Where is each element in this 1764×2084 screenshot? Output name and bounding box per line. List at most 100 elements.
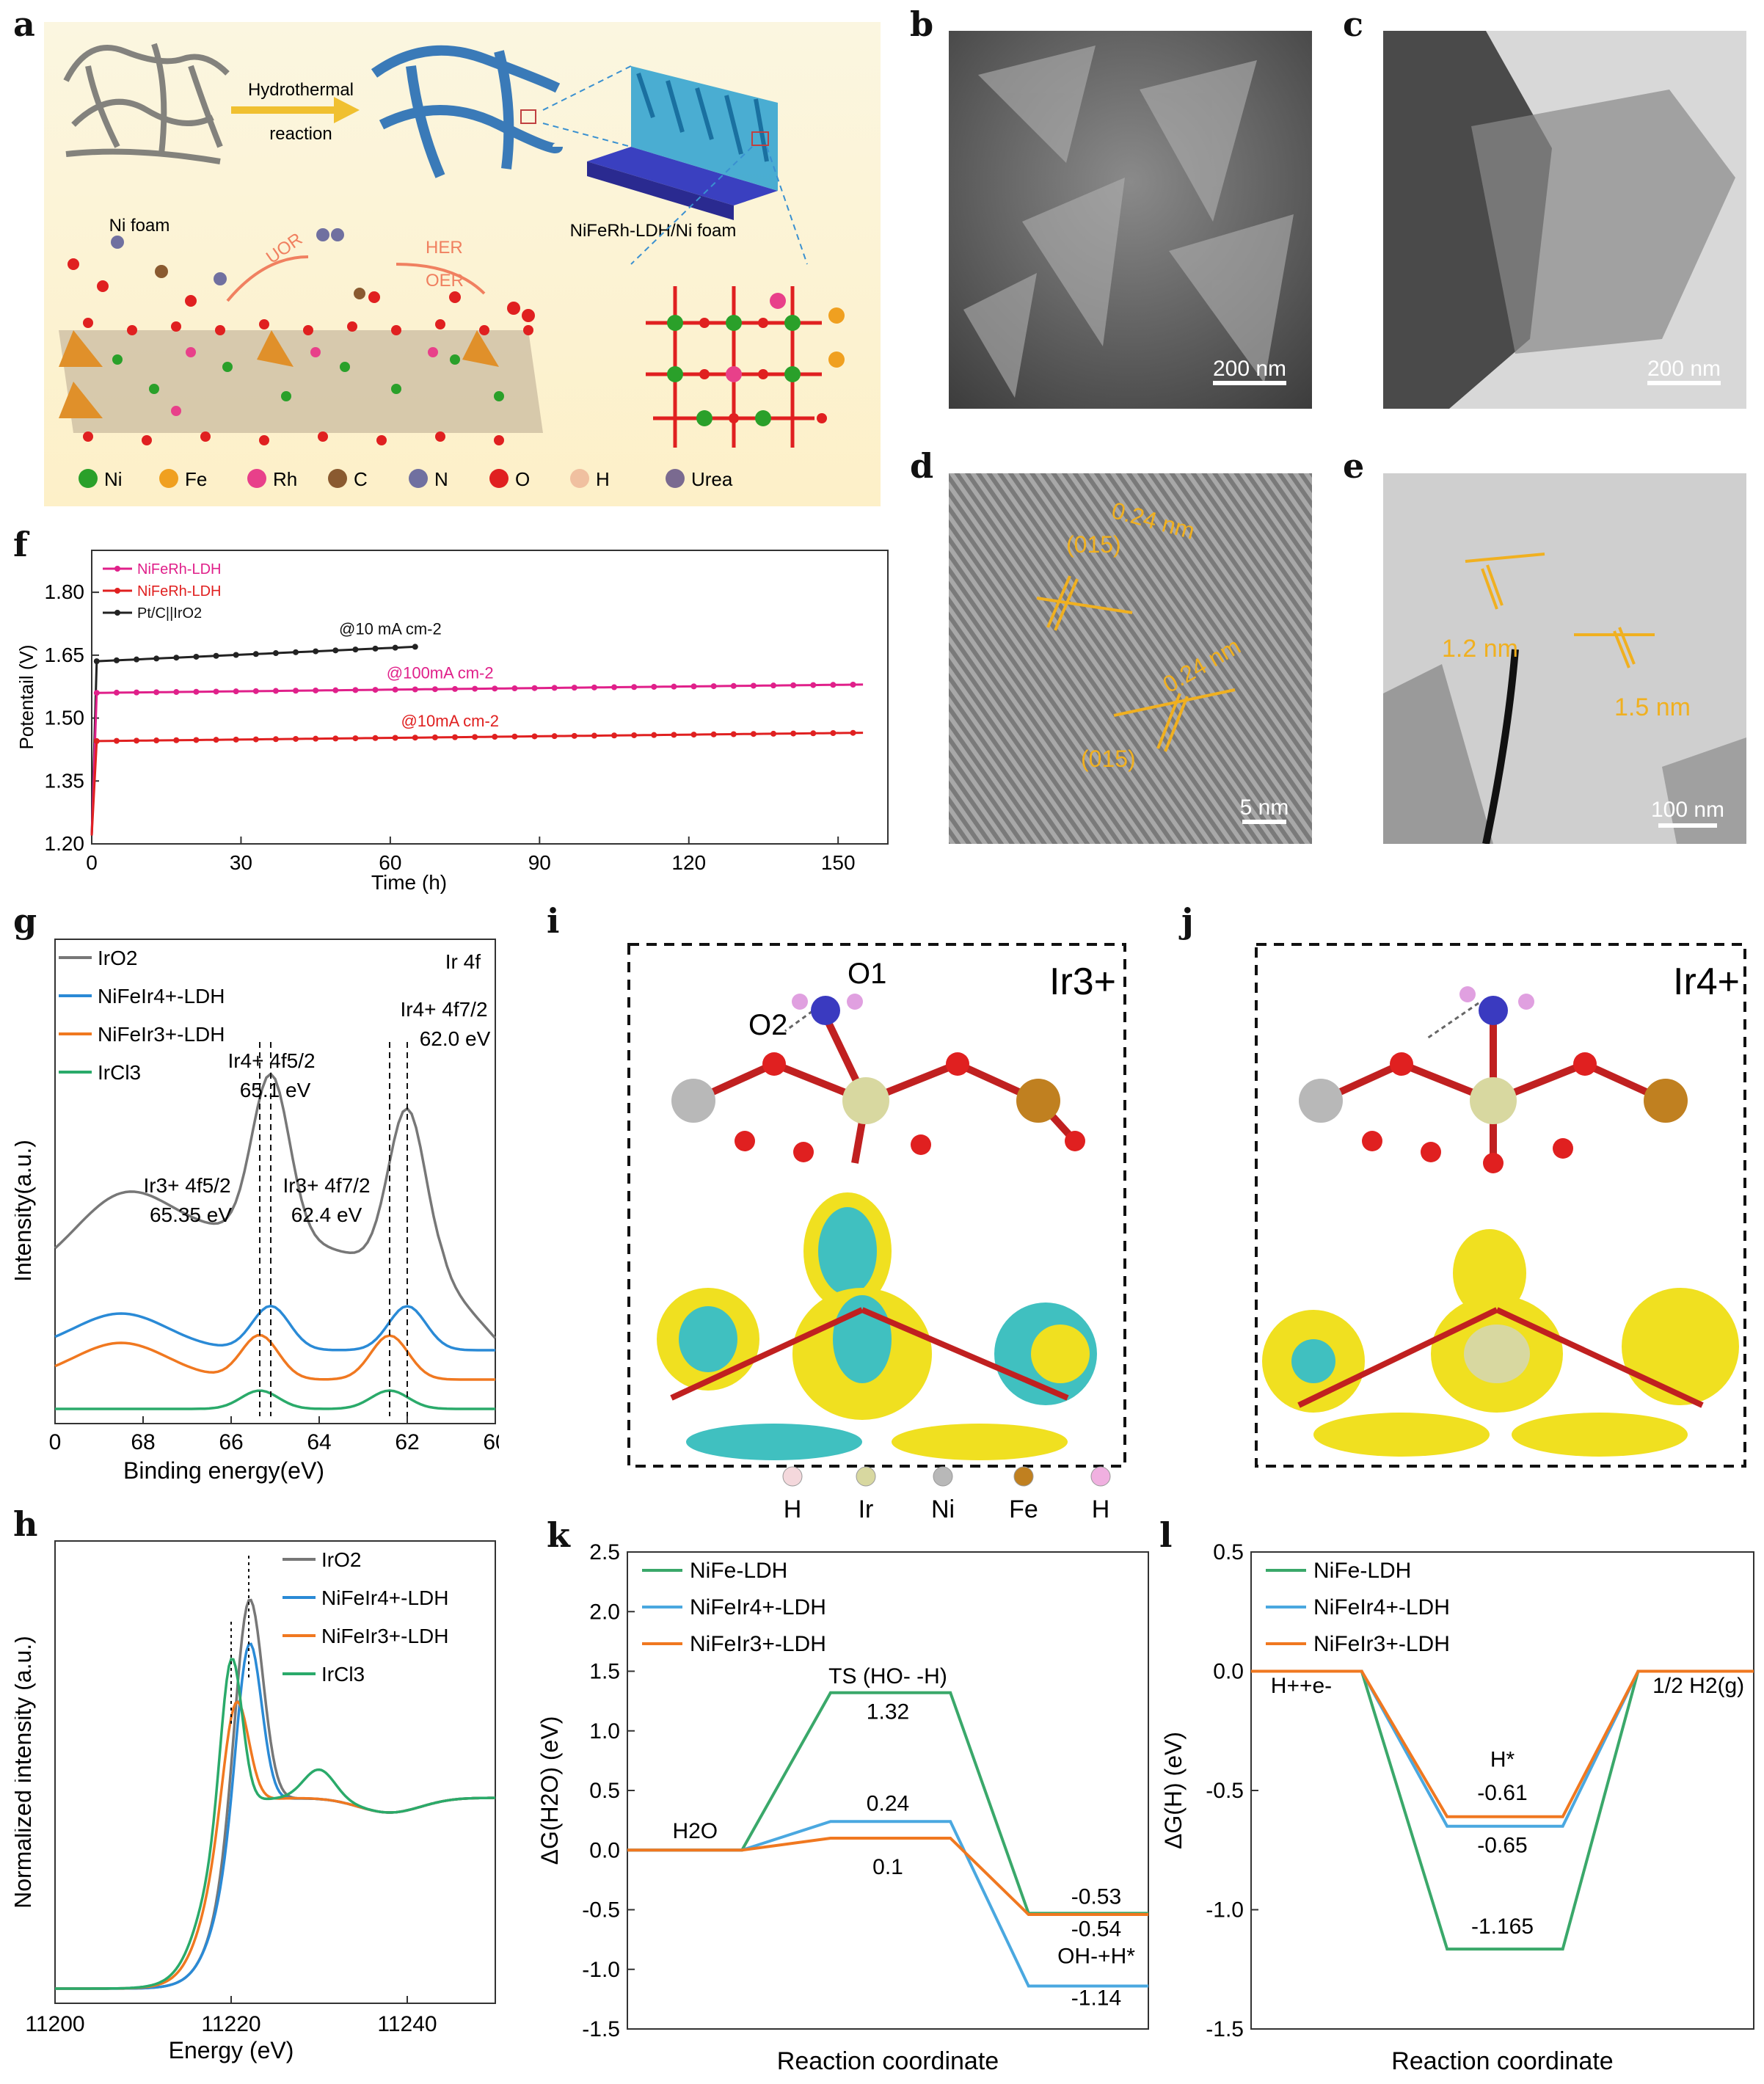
data-point — [272, 736, 279, 743]
tem-image-c: 200 nm — [1383, 31, 1746, 409]
data-point — [591, 732, 597, 739]
panel-letter-g: g — [13, 901, 37, 941]
legend-swatch-c — [328, 469, 347, 488]
data-point — [511, 685, 518, 692]
ir4-title: Ir4+ — [1673, 961, 1740, 1003]
chart-f: 0 30 60 90 120 150 1.20 1.35 1.50 1.65 1.80 Time (h… — [15, 539, 895, 899]
data-point — [551, 685, 558, 691]
data-point — [113, 689, 120, 696]
data-point — [293, 688, 299, 694]
x-axis-label: Reaction coordinate — [777, 2047, 999, 2075]
d-plane-label-2: (015) — [1081, 746, 1136, 772]
data-point — [531, 685, 538, 691]
data-point — [412, 644, 418, 650]
atom-legend: H Ir Ni Fe H — [763, 1460, 1145, 1526]
x-axis-label: Time (h) — [371, 871, 447, 894]
x-tick-label: 68 — [131, 1430, 155, 1454]
data-point — [431, 686, 438, 693]
ni-foam-illustration — [63, 43, 230, 164]
legend-text: NiFe-LDH — [690, 1559, 787, 1583]
data-point — [233, 652, 239, 658]
o2-label: O2 — [748, 1009, 787, 1041]
x-axis-label: Reaction coordinate — [1391, 2047, 1613, 2075]
data-point — [472, 685, 478, 692]
data-point — [372, 687, 379, 693]
ni-foam-label: Ni foam — [109, 216, 170, 236]
data-point — [830, 682, 837, 688]
data-point — [313, 648, 319, 655]
peak-label: 62.0 eV — [420, 1027, 491, 1050]
series-line-2 — [90, 732, 864, 836]
series-line-1 — [54, 1304, 495, 1352]
data-point — [153, 655, 160, 662]
legend-text: IrCl3 — [321, 1663, 365, 1686]
series-line-2 — [54, 1333, 495, 1381]
value-label: 1.32 — [867, 1700, 909, 1724]
sem-image-b: 200 nm — [949, 31, 1312, 409]
y-tick-label: 1.50 — [45, 707, 85, 729]
legend-label-o: O — [515, 468, 530, 490]
data-point — [810, 682, 817, 688]
y-tick-label: 0.5 — [1213, 1540, 1244, 1564]
y-tick-label: 1.0 — [589, 1719, 620, 1744]
legend-text: NiFeIr4+-LDH — [98, 985, 225, 1008]
y-tick-label: 0.5 — [589, 1779, 620, 1803]
data-point — [611, 732, 618, 739]
data-point — [730, 682, 737, 689]
chart-h: 11200 11220 11240 Energy (eV) Normalized int… — [10, 1526, 499, 2077]
legend-marker — [114, 588, 120, 594]
y-tick-label: 1.5 — [589, 1660, 620, 1684]
series-line-2 — [627, 1837, 1148, 1916]
peak-label: 65.35 eV — [150, 1203, 232, 1226]
data-point — [372, 645, 379, 652]
data-point — [252, 736, 259, 743]
peak-label: 62.4 eV — [291, 1203, 362, 1226]
data-point — [153, 737, 160, 744]
y-tick-label: 1.35 — [45, 769, 85, 792]
y-tick-label: -1.5 — [582, 2017, 620, 2041]
data-point — [412, 686, 418, 693]
atom-label-2: Ni — [931, 1495, 955, 1523]
data-point — [272, 650, 279, 657]
value-label: -0.61 — [1477, 1781, 1527, 1805]
data-point — [113, 657, 120, 663]
annotation: @10mA cm-2 — [401, 712, 499, 730]
data-point — [850, 729, 856, 736]
reaction-label: reaction — [269, 124, 332, 144]
data-point — [810, 730, 817, 737]
atom-swatch-2 — [933, 1466, 953, 1487]
y-axis-label: Normalized intensity (a.u.) — [15, 1636, 36, 1909]
data-point — [332, 687, 339, 693]
value-label: -0.53 — [1071, 1884, 1121, 1909]
panel-letter-h: h — [13, 1504, 38, 1544]
x-axis-label: Binding energy(eV) — [123, 1457, 324, 1484]
legend-swatch-urea — [666, 469, 685, 488]
legend-text: NiFeIr3+-LDH — [321, 1625, 448, 1647]
charge-density-isosurface — [657, 1192, 1097, 1460]
peak-label: Ir4+ 4f5/2 — [227, 1049, 315, 1072]
data-point — [591, 684, 597, 691]
nanosheet-array-illustration — [587, 66, 778, 220]
data-point — [93, 690, 100, 696]
chart-title: Ir 4f — [445, 950, 481, 973]
legend-label-n: N — [434, 468, 448, 490]
x-tick-label: 120 — [671, 851, 706, 874]
atom-label-1: Ir — [859, 1495, 874, 1523]
product-label: NiFeRh-LDH/Ni foam — [570, 221, 737, 241]
data-point — [770, 730, 777, 737]
data-point — [431, 734, 438, 740]
data-point — [313, 735, 319, 742]
state-label: OH-+H* — [1057, 1945, 1135, 1969]
x-tick-label: 60 — [379, 851, 401, 874]
legend-text: Pt/C||IrO2 — [137, 605, 202, 622]
chart-g: 0 68 66 64 62 60 Binding energy(eV) Intensity(a… — [10, 925, 508, 1497]
data-point — [293, 649, 299, 655]
data-point — [293, 735, 299, 742]
data-point — [332, 735, 339, 742]
series-line-1 — [90, 683, 864, 836]
legend-swatch-n — [409, 469, 428, 488]
data-point — [313, 687, 319, 693]
data-point — [790, 730, 797, 737]
data-point — [850, 682, 856, 688]
her-oer-arrow — [396, 263, 486, 295]
